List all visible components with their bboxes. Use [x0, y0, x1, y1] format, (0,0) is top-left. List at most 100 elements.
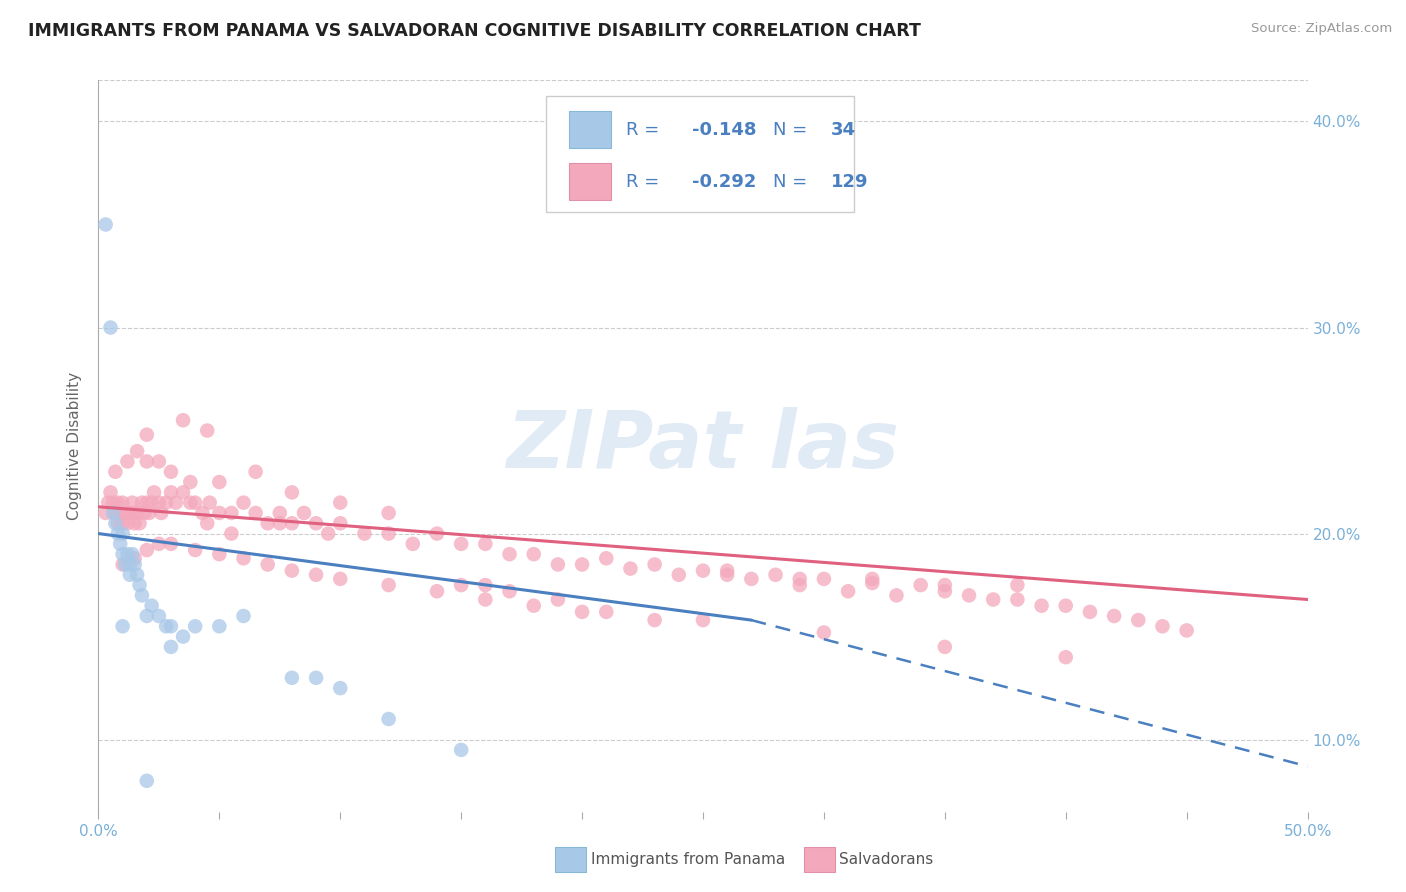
Point	[450, 537, 472, 551]
Point	[141, 599, 163, 613]
Point	[305, 516, 328, 531]
Point	[117, 454, 139, 468]
Point	[118, 558, 141, 572]
Point	[269, 506, 291, 520]
Point	[117, 547, 139, 561]
FancyBboxPatch shape	[546, 96, 855, 212]
Point	[184, 619, 207, 633]
Point	[127, 567, 149, 582]
Point	[198, 496, 221, 510]
Point	[1031, 599, 1053, 613]
Point	[107, 526, 129, 541]
Point	[184, 496, 207, 510]
Point	[644, 558, 666, 572]
Point	[426, 526, 449, 541]
Point	[256, 558, 278, 572]
Point	[195, 516, 218, 531]
Point	[474, 592, 496, 607]
Point	[813, 572, 835, 586]
Point	[94, 218, 117, 232]
Point	[498, 547, 520, 561]
Text: -0.148: -0.148	[692, 121, 756, 139]
Point	[128, 516, 150, 531]
Point	[450, 743, 472, 757]
Point	[195, 424, 218, 438]
Bar	[569, 163, 612, 200]
Point	[121, 547, 143, 561]
Point	[114, 506, 136, 520]
Bar	[569, 112, 612, 148]
Point	[160, 485, 183, 500]
Point	[329, 681, 352, 695]
Point	[1054, 599, 1077, 613]
Point	[245, 506, 267, 520]
Point	[108, 537, 131, 551]
Point	[934, 578, 956, 592]
Text: N =: N =	[773, 121, 813, 139]
Point	[172, 413, 194, 427]
Point	[910, 578, 932, 592]
Point	[377, 578, 399, 592]
Point	[765, 567, 787, 582]
Point	[184, 543, 207, 558]
Point	[716, 567, 738, 582]
Point	[474, 537, 496, 551]
Point	[813, 625, 835, 640]
Point	[155, 496, 177, 510]
Point	[124, 506, 146, 520]
Point	[134, 506, 156, 520]
Point	[150, 506, 173, 520]
Point	[329, 572, 352, 586]
Point	[256, 516, 278, 531]
Point	[160, 465, 183, 479]
Point	[135, 773, 157, 788]
Point	[860, 572, 883, 586]
Point	[474, 578, 496, 592]
Point	[377, 712, 399, 726]
Point	[94, 506, 117, 520]
Point	[100, 485, 122, 500]
Point	[595, 551, 617, 566]
Point	[232, 496, 254, 510]
Point	[135, 609, 157, 624]
Point	[160, 537, 183, 551]
Point	[1078, 605, 1101, 619]
Point	[1007, 578, 1029, 592]
Point	[165, 496, 187, 510]
Point	[547, 558, 569, 572]
Point	[148, 609, 170, 624]
Point	[104, 506, 127, 520]
Point	[523, 547, 546, 561]
Point	[668, 567, 690, 582]
Point	[1152, 619, 1174, 633]
Point	[595, 605, 617, 619]
Point	[981, 592, 1004, 607]
Point	[127, 506, 149, 520]
Point	[245, 465, 267, 479]
Point	[571, 558, 593, 572]
Point	[740, 572, 762, 586]
Point	[111, 526, 134, 541]
Y-axis label: Cognitive Disability: Cognitive Disability	[67, 372, 83, 520]
Point	[208, 619, 231, 633]
Point	[1128, 613, 1150, 627]
Point	[402, 537, 425, 551]
Text: ZIPat las: ZIPat las	[506, 407, 900, 485]
Point	[138, 506, 160, 520]
Point	[860, 576, 883, 591]
Point	[128, 578, 150, 592]
Point	[221, 506, 243, 520]
Point	[1102, 609, 1125, 624]
Point	[316, 526, 339, 541]
Point	[329, 496, 352, 510]
Text: Source: ZipAtlas.com: Source: ZipAtlas.com	[1251, 22, 1392, 36]
Point	[135, 454, 157, 468]
Point	[97, 496, 120, 510]
Point	[692, 613, 714, 627]
Point	[117, 516, 139, 531]
Text: R =: R =	[626, 173, 665, 191]
Point	[135, 496, 157, 510]
Point	[111, 547, 134, 561]
Point	[118, 506, 141, 520]
Point	[523, 599, 546, 613]
